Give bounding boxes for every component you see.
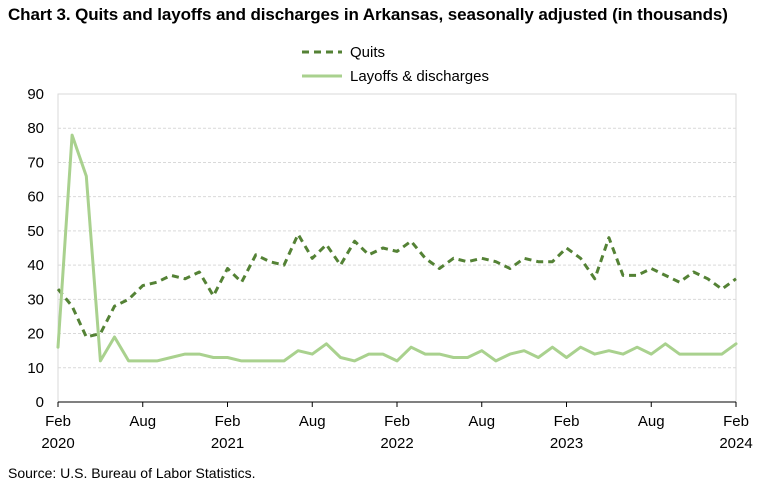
x-tick-label: Aug <box>468 413 495 430</box>
series-line-quits <box>56 232 737 339</box>
x-tick-label: Aug <box>638 413 665 430</box>
x-tick-label: Aug <box>129 413 156 430</box>
x-tick-year-label: 2020 <box>41 435 74 452</box>
y-tick-label: 90 <box>27 86 44 103</box>
x-tick-label: Feb <box>723 413 749 430</box>
legend: Quits Layoffs & discharges <box>302 44 489 85</box>
y-tick-label: 60 <box>27 189 44 206</box>
y-tick-label: 20 <box>27 326 44 343</box>
legend-label-layoffs-discharges: Layoffs & discharges <box>350 68 489 85</box>
source-note: Source: U.S. Bureau of Labor Statistics. <box>8 465 256 481</box>
x-tick-label: Feb <box>215 413 241 430</box>
legend-label-quits: Quits <box>350 44 385 61</box>
y-tick-label: 40 <box>27 257 44 274</box>
axes: 0 10 20 30 40 50 60 70 80 90 Feb 2020 Aug Feb 2021 Aug F… <box>27 86 752 452</box>
series-line-layoffs-discharges <box>56 133 738 363</box>
x-tick-year-label: 2021 <box>211 435 244 452</box>
x-tick-label: Aug <box>299 413 326 430</box>
x-tick-label: Feb <box>554 413 580 430</box>
y-tick-label: 0 <box>36 394 44 411</box>
y-tick-label: 70 <box>27 154 44 171</box>
series-lines <box>56 133 738 363</box>
chart-title: Chart 3. Quits and layoffs and discharge… <box>8 5 728 24</box>
y-tick-label: 50 <box>27 223 44 240</box>
gridlines <box>57 93 737 403</box>
x-tick-label: Feb <box>384 413 410 430</box>
y-tick-label: 80 <box>27 120 44 137</box>
x-tick-label: Feb <box>45 413 71 430</box>
x-tick-year-label: 2024 <box>719 435 752 452</box>
y-tick-label: 30 <box>27 291 44 308</box>
y-tick-label: 10 <box>27 360 44 377</box>
x-tick-year-label: 2023 <box>550 435 583 452</box>
x-tick-year-label: 2022 <box>380 435 413 452</box>
plot-border <box>57 93 737 403</box>
